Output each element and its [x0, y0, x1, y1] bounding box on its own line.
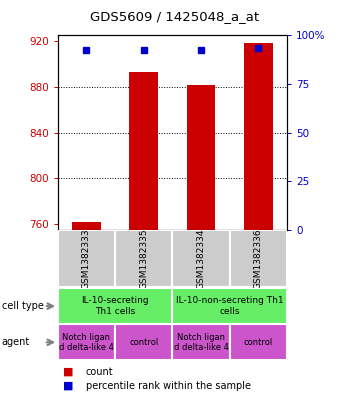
Text: ■: ■ — [63, 367, 74, 377]
Bar — [58, 324, 115, 360]
Bar — [58, 230, 115, 287]
Bar — [230, 324, 287, 360]
Text: Notch ligan
d delta-like 4: Notch ligan d delta-like 4 — [174, 332, 229, 352]
Text: count: count — [86, 367, 113, 377]
Text: agent: agent — [2, 337, 30, 347]
Bar — [172, 230, 230, 287]
Text: GSM1382335: GSM1382335 — [139, 228, 148, 289]
Text: GDS5609 / 1425048_a_at: GDS5609 / 1425048_a_at — [90, 10, 260, 23]
Text: control: control — [244, 338, 273, 347]
Text: percentile rank within the sample: percentile rank within the sample — [86, 381, 251, 391]
Text: GSM1382333: GSM1382333 — [82, 228, 91, 289]
Bar — [172, 324, 230, 360]
Bar — [230, 230, 287, 287]
Text: GSM1382336: GSM1382336 — [254, 228, 263, 289]
Bar — [115, 230, 172, 287]
Text: IL-10-secreting
Th1 cells: IL-10-secreting Th1 cells — [81, 296, 149, 316]
Bar — [72, 222, 101, 230]
Bar — [130, 72, 158, 230]
Bar — [172, 288, 287, 324]
Text: GSM1382334: GSM1382334 — [197, 228, 205, 288]
Bar — [187, 84, 215, 230]
Text: ■: ■ — [63, 381, 74, 391]
Bar — [115, 324, 172, 360]
Text: IL-10-non-secreting Th1
cells: IL-10-non-secreting Th1 cells — [176, 296, 284, 316]
Bar — [58, 288, 172, 324]
Bar — [244, 43, 273, 230]
Text: Notch ligan
d delta-like 4: Notch ligan d delta-like 4 — [59, 332, 114, 352]
Text: cell type: cell type — [2, 301, 44, 311]
Text: control: control — [129, 338, 158, 347]
